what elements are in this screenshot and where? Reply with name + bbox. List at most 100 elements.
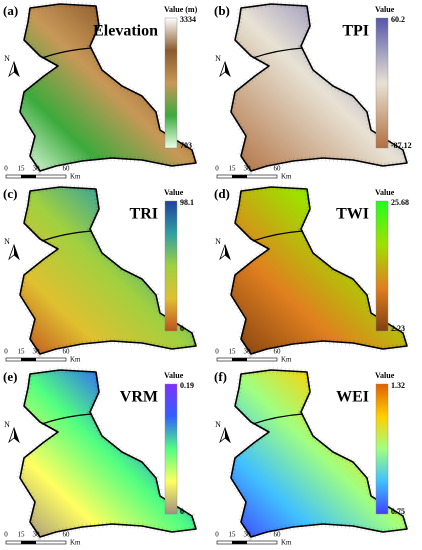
legend-bar <box>375 200 389 332</box>
scale-label: 15 <box>229 348 237 356</box>
scale-label: 0 <box>215 531 219 539</box>
north-arrow-fill <box>14 62 19 76</box>
north-arrow-fill <box>14 428 19 442</box>
study-area <box>19 186 197 355</box>
legend-min: 0 <box>180 324 184 333</box>
legend-min: 0 <box>180 507 184 516</box>
study-area <box>19 3 197 172</box>
scale-label: 30 <box>244 348 252 356</box>
scale-label: 60 <box>63 165 71 173</box>
legend-max: 98.1 <box>180 198 194 207</box>
scale-label: 30 <box>33 348 41 356</box>
study-area <box>19 369 197 538</box>
inner-boundary <box>252 230 304 242</box>
panel-title: VRM <box>120 389 158 406</box>
scale-label: 0 <box>215 165 219 173</box>
legend-title: Value <box>164 188 184 197</box>
scale-label: 30 <box>244 165 252 173</box>
scale-unit: Km <box>281 173 292 181</box>
legend-title: Value (m) <box>164 5 198 14</box>
scale-label: 15 <box>18 165 26 173</box>
scale-label: 60 <box>274 531 282 539</box>
inner-boundary <box>41 230 93 242</box>
legend-max: 3334 <box>180 15 196 24</box>
scale-unit: Km <box>281 356 292 364</box>
scale-label: 60 <box>63 531 71 539</box>
legend-title: Value <box>375 188 395 197</box>
legend-title: Value <box>375 5 395 14</box>
inner-boundary <box>41 413 93 425</box>
north-arrow-fill <box>225 62 230 76</box>
panel-title: Elevation <box>93 23 158 40</box>
scale-bar-fill <box>232 175 247 178</box>
legend-bar <box>164 200 178 332</box>
scale-label: 0 <box>4 531 8 539</box>
legend-max: 0.19 <box>180 381 194 390</box>
panel-label: (b) <box>214 3 230 18</box>
legend-max: 1.32 <box>391 381 405 390</box>
panel-title: TWI <box>336 206 369 223</box>
north-label: N <box>4 237 10 246</box>
legend-title: Value <box>164 371 184 380</box>
scale-label: 60 <box>274 348 282 356</box>
panel-label: (c) <box>3 186 17 201</box>
panel-label: (d) <box>214 186 230 201</box>
scale-bar-fill <box>232 541 247 544</box>
panel-title: WEI <box>336 389 369 406</box>
north-label: N <box>215 237 221 246</box>
panel-label: (e) <box>3 369 17 384</box>
scale-label: 30 <box>33 165 41 173</box>
north-label: N <box>215 54 221 63</box>
legend-title: Value <box>375 371 395 380</box>
scale-bar-fill <box>21 541 36 544</box>
north-arrow-fill <box>225 245 230 259</box>
north-label: N <box>215 420 221 429</box>
scale-bar-fill <box>21 175 36 178</box>
legend-bar <box>164 383 178 515</box>
scale-bar-fill <box>232 358 247 361</box>
scale-label: 15 <box>18 531 26 539</box>
panel-title: TPI <box>342 23 369 40</box>
legend-max: 25.68 <box>391 198 409 207</box>
scale-unit: Km <box>70 173 81 181</box>
legend-bar <box>375 383 389 515</box>
inner-boundary <box>252 47 304 59</box>
scale-label: 60 <box>63 348 71 356</box>
scale-bar-fill <box>21 358 36 361</box>
scale-label: 15 <box>229 165 237 173</box>
inner-boundary <box>41 47 93 59</box>
legend-bar <box>375 17 389 149</box>
legend-min: -87.12 <box>391 141 412 150</box>
north-label: N <box>4 54 10 63</box>
panel-label: (f) <box>214 369 227 384</box>
scale-label: 15 <box>229 531 237 539</box>
scale-label: 15 <box>18 348 26 356</box>
legend-min: 703 <box>180 141 192 150</box>
study-area <box>230 186 408 355</box>
scale-label: 0 <box>4 348 8 356</box>
scale-label: 30 <box>244 531 252 539</box>
scale-unit: Km <box>281 539 292 547</box>
panel-title: TRI <box>130 206 158 223</box>
scale-unit: Km <box>70 356 81 364</box>
north-arrow-fill <box>14 245 19 259</box>
legend-min: 2.23 <box>391 324 405 333</box>
north-arrow-fill <box>225 428 230 442</box>
legend-min: 0.75 <box>391 507 405 516</box>
study-area <box>230 3 408 172</box>
panel-label: (a) <box>3 3 18 18</box>
scale-label: 60 <box>274 165 282 173</box>
study-area <box>230 369 408 538</box>
scale-label: 0 <box>215 348 219 356</box>
scale-label: 0 <box>4 165 8 173</box>
north-label: N <box>4 420 10 429</box>
scale-label: 30 <box>33 531 41 539</box>
inner-boundary <box>252 413 304 425</box>
legend-max: 60.2 <box>391 15 405 24</box>
